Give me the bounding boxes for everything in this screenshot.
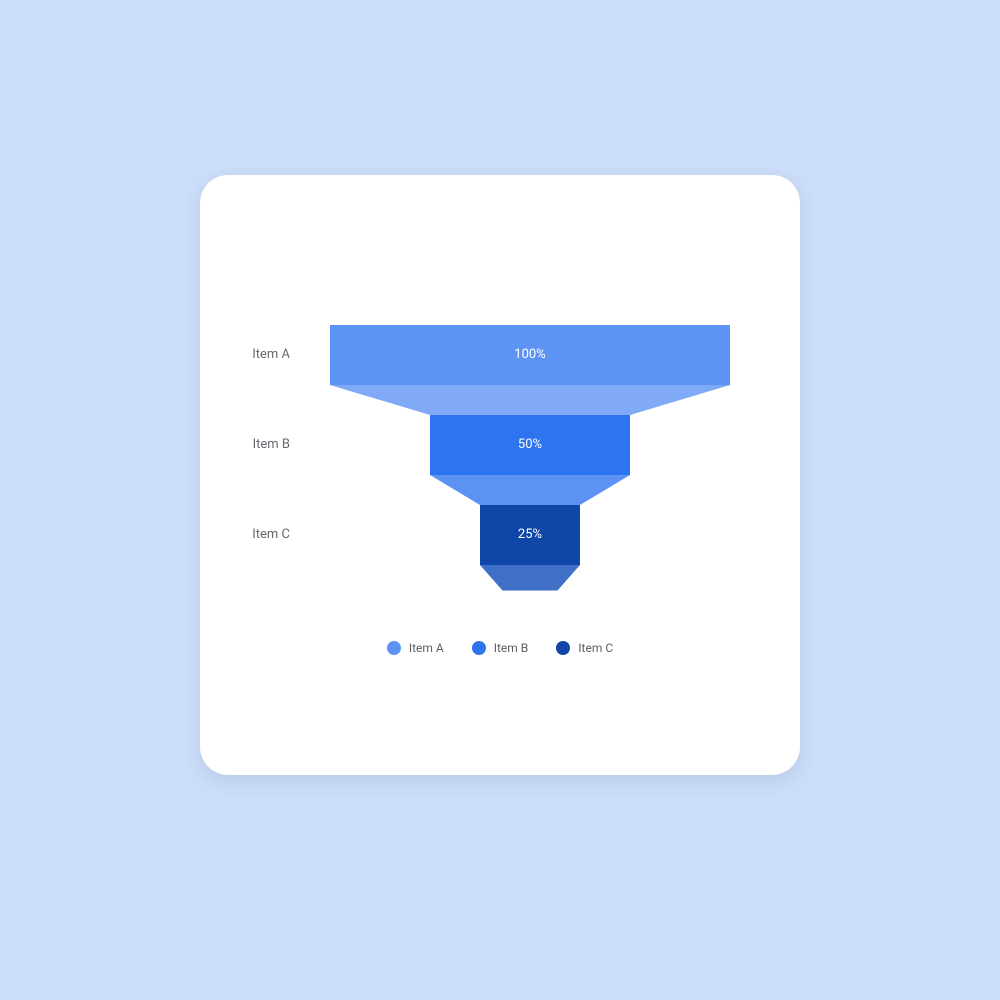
chart-legend: Item A Item B Item C [200, 641, 800, 655]
legend-swatch [472, 641, 486, 655]
legend-swatch [556, 641, 570, 655]
funnel-row-label: Item C [200, 527, 290, 542]
funnel-tail [480, 565, 580, 591]
legend-label: Item B [494, 641, 529, 655]
funnel-chart: Item A100%Item B50%Item C25% Item AItem … [200, 175, 800, 775]
legend-item: Item C [556, 641, 613, 655]
funnel-row-label: Item B [200, 437, 290, 452]
legend-label: Item C [578, 641, 613, 655]
legend-item: Item A [387, 641, 444, 655]
funnel-connector [330, 385, 730, 415]
chart-card: Item A100%Item B50%Item C25% Item AItem … [200, 175, 800, 775]
funnel-connector [430, 475, 630, 505]
legend-swatch [387, 641, 401, 655]
funnel-segment [330, 325, 730, 385]
funnel-segment [430, 415, 630, 475]
legend-item: Item B [472, 641, 529, 655]
funnel-row-label: Item A [200, 347, 290, 362]
legend-label: Item A [409, 641, 444, 655]
funnel-segment [480, 505, 580, 565]
funnel-svg [200, 175, 800, 775]
page-background: Item A100%Item B50%Item C25% Item AItem … [0, 0, 1000, 1000]
